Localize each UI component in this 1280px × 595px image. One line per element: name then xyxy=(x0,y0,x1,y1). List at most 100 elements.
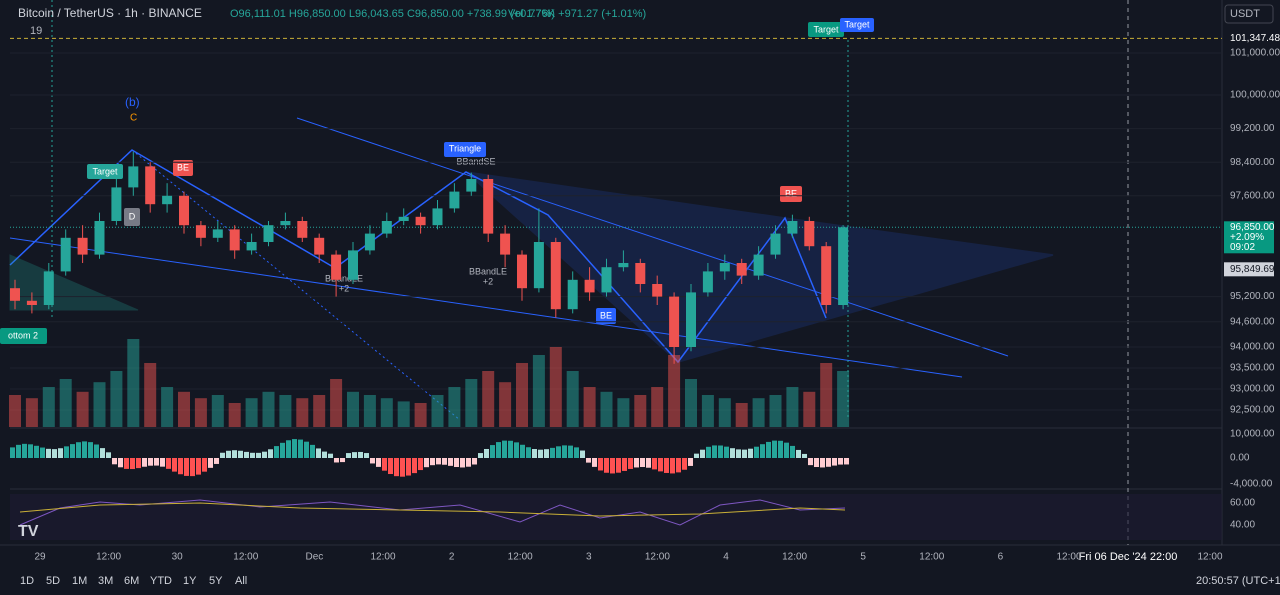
macd-bar xyxy=(160,458,165,467)
candle-body xyxy=(601,267,612,293)
range-button[interactable]: 5D xyxy=(46,575,60,587)
candle-body xyxy=(128,166,139,188)
macd-bar xyxy=(388,458,393,475)
volume-bar xyxy=(110,371,123,427)
currency-box[interactable] xyxy=(1224,4,1274,24)
rsi-ma xyxy=(19,502,846,517)
currency[interactable]: USDT xyxy=(1230,8,1260,20)
volume-bar xyxy=(93,382,106,427)
macd-bar xyxy=(634,458,639,468)
macd-bar xyxy=(736,449,741,458)
range-button[interactable]: 1Y xyxy=(183,575,197,587)
macd-bar xyxy=(682,458,687,470)
price-tick-label: 100,000.00 xyxy=(1230,90,1280,101)
candle-body xyxy=(483,179,494,234)
volume-bar xyxy=(59,379,72,427)
macd-bar xyxy=(712,445,717,458)
candle-body xyxy=(584,279,595,293)
macd-bar xyxy=(232,450,237,458)
volume-bar xyxy=(566,371,579,427)
macd-bar xyxy=(814,458,819,468)
volume-bar xyxy=(701,395,714,427)
macd-bar xyxy=(436,458,441,465)
target-price-label: 101,347.48 xyxy=(1230,33,1280,44)
volume-bar xyxy=(803,391,816,427)
candle-body xyxy=(719,263,730,272)
volume-bar xyxy=(482,371,495,427)
candle-body xyxy=(263,225,274,242)
volume-bar xyxy=(161,387,174,427)
macd-bar xyxy=(304,441,309,458)
header-volume: Vol 1.76K +971.27 (+1.01%) xyxy=(508,8,646,20)
macd-bar xyxy=(142,458,147,467)
candle-body xyxy=(398,216,409,221)
volume-bar xyxy=(76,391,89,427)
macd-bar xyxy=(94,444,99,458)
volume-bar xyxy=(820,363,833,427)
trend-line xyxy=(296,117,1009,357)
macd-bar xyxy=(100,448,105,458)
ma-price-label: 95,849.69 xyxy=(1230,264,1275,275)
macd-bar xyxy=(586,458,591,463)
macd-bar xyxy=(724,446,729,458)
range-button[interactable]: 5Y xyxy=(209,575,223,587)
macd-bar xyxy=(610,458,615,474)
candle-body xyxy=(381,221,392,234)
time-tick-label: 6 xyxy=(998,552,1004,563)
last-price-change: +2.09% xyxy=(1230,232,1264,243)
volume-bar xyxy=(465,379,478,427)
range-button[interactable]: YTD xyxy=(150,575,172,587)
range-button[interactable]: 1M xyxy=(72,575,87,587)
range-button[interactable]: 3M xyxy=(98,575,113,587)
time-tick-label: 29 xyxy=(34,552,46,563)
range-button[interactable]: All xyxy=(235,575,247,587)
volume-bar xyxy=(42,387,55,427)
macd-bar xyxy=(178,458,183,475)
candle-body xyxy=(212,229,223,238)
candle-body xyxy=(297,221,308,238)
macd-bar xyxy=(76,442,81,458)
signal-label: +2 xyxy=(483,276,493,286)
macd-bar xyxy=(658,458,663,472)
volume-bar xyxy=(431,395,444,427)
crosshair-time: Fri 06 Dec '24 22:00 xyxy=(1079,551,1178,563)
candle-body xyxy=(432,208,443,226)
time-tick-label: 4 xyxy=(723,552,729,563)
range-button[interactable]: 6M xyxy=(124,575,139,587)
macd-bar xyxy=(688,458,693,466)
macd-bar xyxy=(106,452,111,458)
macd-bar xyxy=(490,445,495,458)
candle-body xyxy=(195,225,206,238)
macd-bar xyxy=(148,458,153,466)
macd-bar xyxy=(418,458,423,471)
macd-bar xyxy=(112,458,117,465)
price-tick-label: 93,500.00 xyxy=(1230,363,1275,374)
macd-bar xyxy=(220,452,225,458)
macd-bar xyxy=(664,458,669,473)
candle-body xyxy=(652,284,663,297)
range-button[interactable]: 1D xyxy=(20,575,34,587)
macd-bar xyxy=(52,449,57,458)
volume-bar xyxy=(583,387,596,427)
macd-bar xyxy=(466,458,471,467)
candle-body xyxy=(60,237,71,272)
macd-bar xyxy=(46,448,51,458)
macd-bar xyxy=(448,458,453,466)
time-tick-label: 2 xyxy=(449,552,455,563)
macd-bar xyxy=(562,445,567,458)
macd-bar xyxy=(538,449,543,458)
macd-bar xyxy=(166,458,171,469)
macd-bar xyxy=(40,447,45,458)
time-tick-label: 3 xyxy=(586,552,592,563)
macd-tick-label: 10,000.00 xyxy=(1230,429,1275,440)
time-tick-label: 12:00 xyxy=(645,552,670,563)
price-tick-label: 101,000.00 xyxy=(1230,48,1280,59)
macd-bar xyxy=(340,458,345,463)
macd-bar xyxy=(730,448,735,458)
candle-body xyxy=(111,187,122,221)
macd-bar xyxy=(568,445,573,458)
header-ohlc: O96,111.01 H96,850.00 L96,043.65 C96,850… xyxy=(230,8,555,20)
macd-bar xyxy=(64,446,69,458)
volume-bar xyxy=(532,355,545,427)
